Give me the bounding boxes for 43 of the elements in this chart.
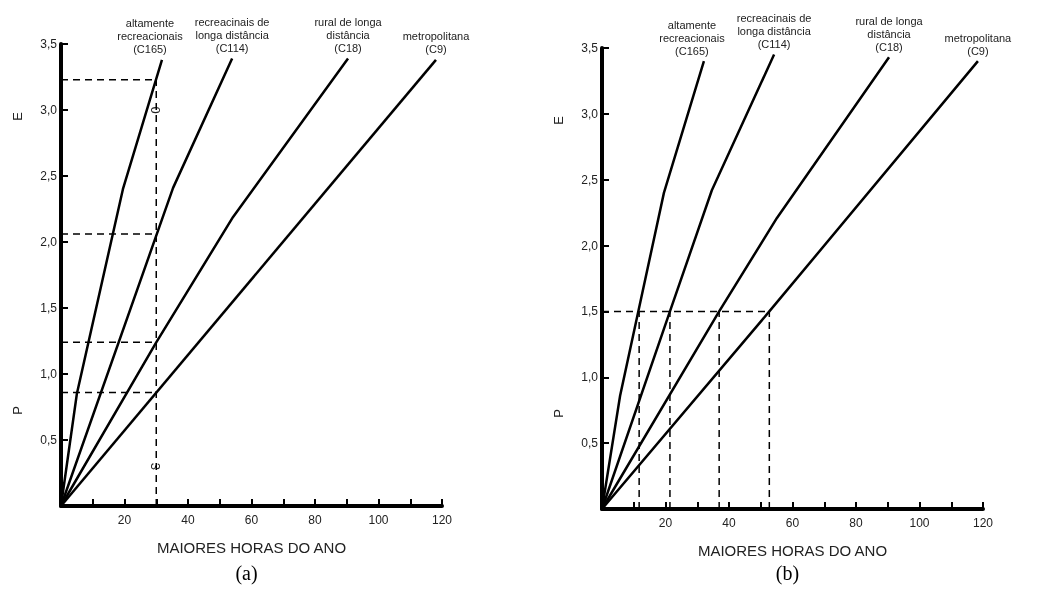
- y-tick-label: 2,5: [581, 172, 599, 187]
- x-tick-label: 80: [308, 513, 322, 527]
- text: E: [10, 111, 25, 121]
- y-tick-label: 0,5: [581, 436, 599, 451]
- y-tick-label: 2,0: [581, 238, 599, 253]
- y-tick-label: 1,0: [40, 367, 58, 381]
- y-tick-label: 3,5: [581, 41, 599, 55]
- y-tick-label: 3,5: [40, 37, 58, 51]
- annotation: 0: [148, 106, 164, 114]
- series-label: metropolitana (C9): [944, 31, 1013, 57]
- y-tick-label: 0,5: [40, 433, 58, 447]
- x-tick-label: 40: [181, 513, 195, 527]
- y-tick-label: 1,0: [581, 370, 599, 385]
- x-tick-label: 20: [658, 516, 673, 530]
- x-axis-title: MAIORES HORAS DO ANO: [156, 539, 347, 556]
- y-tick-label: 1,5: [581, 304, 599, 319]
- y-tick-label: 3,0: [581, 106, 599, 121]
- series-label: altamente recreacionais (C165): [659, 18, 726, 57]
- x-tick-label: 40: [722, 516, 736, 530]
- text: (a): [235, 562, 258, 585]
- y-tick-label: 2,5: [40, 169, 58, 183]
- x-tick-label: 120: [431, 513, 453, 527]
- text: rural de longa distância (C18): [314, 16, 383, 55]
- y-tick-label: 1,5: [40, 301, 58, 315]
- x-tick-label: 100: [909, 516, 930, 530]
- series-label: altamente recreacionais (C165): [117, 17, 184, 56]
- x-tick-label: 20: [117, 513, 132, 527]
- y-tick-label: 2,0: [40, 235, 58, 249]
- y-axis-title: P: [10, 406, 25, 415]
- text: (b): [775, 562, 800, 585]
- x-tick-label: 100: [368, 513, 389, 527]
- x-tick-label: 60: [785, 516, 800, 530]
- x-tick-label: 60: [244, 513, 259, 527]
- series-label: metropolitana (C9): [402, 30, 471, 56]
- x-axis-title: MAIORES HORAS DO ANO: [697, 542, 888, 559]
- text: recreacinais de longa distância (C114): [194, 16, 270, 55]
- text: recreacinais de longa distância (C114): [736, 12, 812, 51]
- y-tick-label: 3,0: [40, 103, 58, 117]
- x-tick-label: 120: [972, 516, 994, 530]
- x-tick-label: 80: [849, 516, 863, 530]
- y-axis-title: P: [551, 409, 566, 418]
- text: rural de longa distância (C18): [855, 14, 924, 53]
- text: E: [551, 115, 566, 125]
